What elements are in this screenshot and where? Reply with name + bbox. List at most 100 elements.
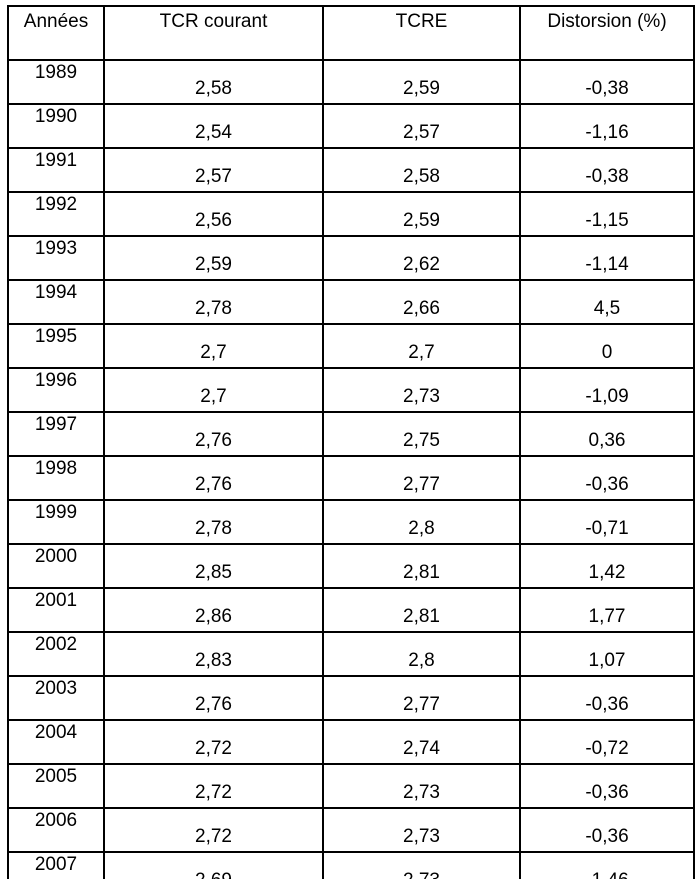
table-row: 1995 2,7 2,7 0 xyxy=(7,323,695,369)
year-cell: 2003 xyxy=(7,675,105,721)
tcr-courant-cell: 2,76 xyxy=(103,411,324,457)
year-cell: 1996 xyxy=(7,367,105,413)
table-row: 1993 2,59 2,62 -1,14 xyxy=(7,235,695,281)
tcre-cell: 2,8 xyxy=(322,499,521,545)
tcr-courant-cell: 2,56 xyxy=(103,191,324,237)
tcr-courant-cell: 2,72 xyxy=(103,719,324,765)
distorsion-cell: 0,36 xyxy=(519,411,695,457)
year-cell: 1989 xyxy=(7,59,105,105)
column-header-annees: Années xyxy=(7,5,105,61)
tcr-courant-cell: 2,83 xyxy=(103,631,324,677)
tcr-courant-cell: 2,78 xyxy=(103,279,324,325)
distorsion-cell: -1,09 xyxy=(519,367,695,413)
tcr-courant-cell: 2,72 xyxy=(103,807,324,853)
year-cell: 2006 xyxy=(7,807,105,853)
tcre-cell: 2,75 xyxy=(322,411,521,457)
year-cell: 1999 xyxy=(7,499,105,545)
year-cell: 1993 xyxy=(7,235,105,281)
tcr-courant-cell: 2,72 xyxy=(103,763,324,809)
distorsion-cell: -0,71 xyxy=(519,499,695,545)
year-cell: 1995 xyxy=(7,323,105,369)
distorsion-cell: -0,72 xyxy=(519,719,695,765)
table-row: 1997 2,76 2,75 0,36 xyxy=(7,411,695,457)
distorsion-cell: -1,16 xyxy=(519,103,695,149)
distorsion-cell: -0,36 xyxy=(519,763,695,809)
distorsion-cell: -0,36 xyxy=(519,455,695,501)
tcre-cell: 2,73 xyxy=(322,367,521,413)
year-cell: 2001 xyxy=(7,587,105,633)
distorsion-cell: -0,36 xyxy=(519,675,695,721)
tcr-courant-cell: 2,58 xyxy=(103,59,324,105)
table-body: 1989 2,58 2,59 -0,38 1990 2,54 2,57 -1,1… xyxy=(7,59,695,879)
year-cell: 1991 xyxy=(7,147,105,193)
year-cell: 2005 xyxy=(7,763,105,809)
distorsion-cell: -0,38 xyxy=(519,59,695,105)
tcr-courant-cell: 2,54 xyxy=(103,103,324,149)
tcr-courant-cell: 2,7 xyxy=(103,323,324,369)
tcre-cell: 2,73 xyxy=(322,807,521,853)
distorsion-cell: 1,07 xyxy=(519,631,695,677)
table-row: 2003 2,76 2,77 -0,36 xyxy=(7,675,695,721)
table-row: 1998 2,76 2,77 -0,36 xyxy=(7,455,695,501)
tcr-distortion-table: Années TCR courant TCRE Distorsion (%) 1… xyxy=(7,5,695,879)
tcr-courant-cell: 2,57 xyxy=(103,147,324,193)
tcre-cell: 2,59 xyxy=(322,59,521,105)
tcre-cell: 2,73 xyxy=(322,763,521,809)
tcr-courant-cell: 2,59 xyxy=(103,235,324,281)
year-cell: 2004 xyxy=(7,719,105,765)
table-row: 1999 2,78 2,8 -0,71 xyxy=(7,499,695,545)
distorsion-cell: -1,14 xyxy=(519,235,695,281)
tcre-cell: 2,7 xyxy=(322,323,521,369)
distorsion-cell: -0,36 xyxy=(519,807,695,853)
distorsion-cell: 0 xyxy=(519,323,695,369)
year-cell: 1994 xyxy=(7,279,105,325)
year-cell: 1992 xyxy=(7,191,105,237)
distorsion-cell: -1,15 xyxy=(519,191,695,237)
year-cell: 1998 xyxy=(7,455,105,501)
table-row: 2004 2,72 2,74 -0,72 xyxy=(7,719,695,765)
table-row: 1991 2,57 2,58 -0,38 xyxy=(7,147,695,193)
tcre-cell: 2,58 xyxy=(322,147,521,193)
distorsion-cell: 4,5 xyxy=(519,279,695,325)
column-header-distorsion: Distorsion (%) xyxy=(519,5,695,61)
distorsion-cell: 1,77 xyxy=(519,587,695,633)
tcr-courant-cell: 2,69 xyxy=(103,851,324,879)
tcre-cell: 2,73 xyxy=(322,851,521,879)
year-cell: 1997 xyxy=(7,411,105,457)
tcre-cell: 2,57 xyxy=(322,103,521,149)
tcre-cell: 2,66 xyxy=(322,279,521,325)
table-row: 1989 2,58 2,59 -0,38 xyxy=(7,59,695,105)
tcre-cell: 2,59 xyxy=(322,191,521,237)
tcr-courant-cell: 2,85 xyxy=(103,543,324,589)
table-row: 1996 2,7 2,73 -1,09 xyxy=(7,367,695,413)
table-row: 1992 2,56 2,59 -1,15 xyxy=(7,191,695,237)
tcr-courant-cell: 2,76 xyxy=(103,675,324,721)
year-cell: 2002 xyxy=(7,631,105,677)
column-header-tcre: TCRE xyxy=(322,5,521,61)
table-row: 2005 2,72 2,73 -0,36 xyxy=(7,763,695,809)
tcre-cell: 2,81 xyxy=(322,587,521,633)
tcr-courant-cell: 2,7 xyxy=(103,367,324,413)
table-row: 1994 2,78 2,66 4,5 xyxy=(7,279,695,325)
column-header-tcr-courant: TCR courant xyxy=(103,5,324,61)
year-cell: 1990 xyxy=(7,103,105,149)
distorsion-cell: 1,42 xyxy=(519,543,695,589)
table-row: 2006 2,72 2,73 -0,36 xyxy=(7,807,695,853)
header-row: Années TCR courant TCRE Distorsion (%) xyxy=(7,5,695,61)
tcre-cell: 2,77 xyxy=(322,455,521,501)
distorsion-cell: -0,38 xyxy=(519,147,695,193)
tcre-cell: 2,8 xyxy=(322,631,521,677)
table-row: 2001 2,86 2,81 1,77 xyxy=(7,587,695,633)
tcr-courant-cell: 2,86 xyxy=(103,587,324,633)
tcre-cell: 2,62 xyxy=(322,235,521,281)
distorsion-cell: -1,46 xyxy=(519,851,695,879)
table-row: 2000 2,85 2,81 1,42 xyxy=(7,543,695,589)
tcre-cell: 2,77 xyxy=(322,675,521,721)
table-row: 2002 2,83 2,8 1,07 xyxy=(7,631,695,677)
table-row: 1990 2,54 2,57 -1,16 xyxy=(7,103,695,149)
year-cell: 2007 xyxy=(7,851,105,879)
year-cell: 2000 xyxy=(7,543,105,589)
tcre-cell: 2,74 xyxy=(322,719,521,765)
tcr-courant-cell: 2,78 xyxy=(103,499,324,545)
